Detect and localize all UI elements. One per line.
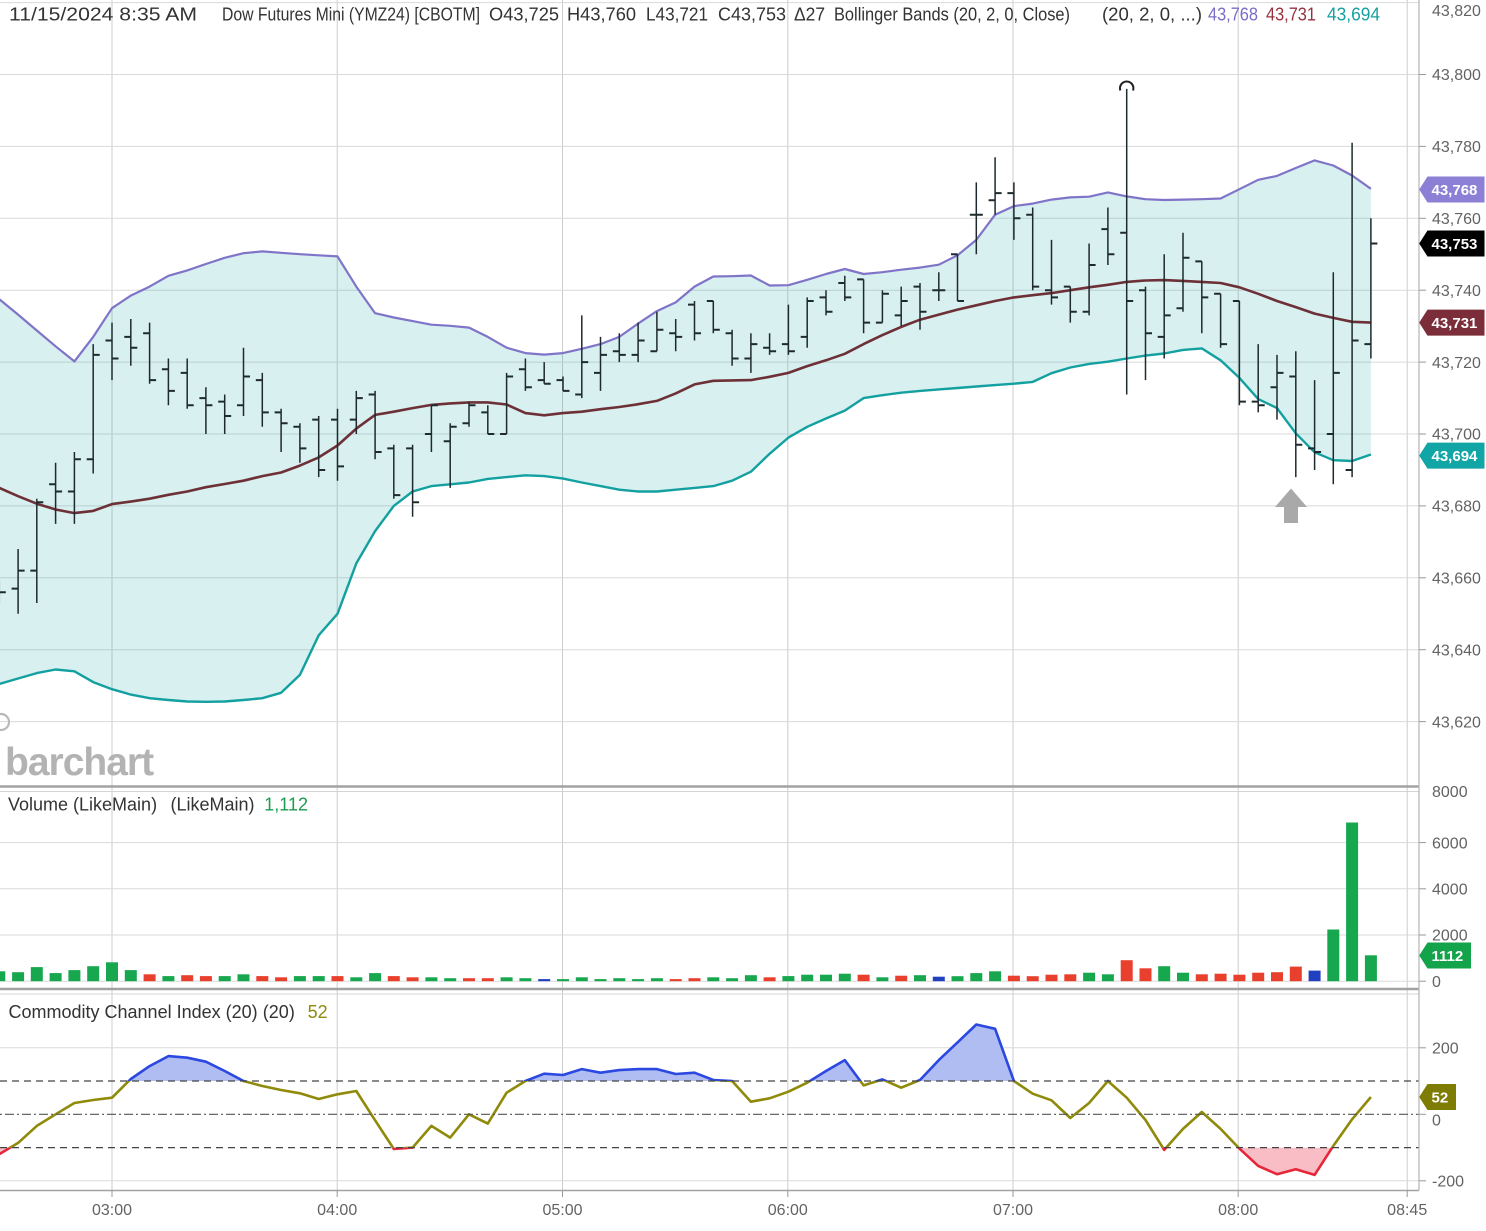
svg-text:43,640: 43,640 xyxy=(1432,642,1481,659)
svg-text:Commodity Channel Index (20)(2: Commodity Channel Index (20) (20) 52 xyxy=(9,1002,328,1022)
svg-text:43,753: 43,753 xyxy=(1432,236,1478,253)
svg-text:04:00: 04:00 xyxy=(317,1202,357,1219)
svg-text:200: 200 xyxy=(1432,1041,1459,1058)
svg-text:43,740: 43,740 xyxy=(1432,283,1481,300)
svg-text:07:00: 07:00 xyxy=(993,1202,1033,1219)
svg-text:06:00: 06:00 xyxy=(768,1202,808,1219)
svg-text:43,731: 43,731 xyxy=(1432,315,1478,332)
svg-text:05:00: 05:00 xyxy=(542,1202,582,1219)
svg-text:43,700: 43,700 xyxy=(1432,427,1481,444)
svg-text:43,780: 43,780 xyxy=(1432,139,1481,156)
svg-text:4000: 4000 xyxy=(1432,882,1468,899)
svg-text:03:00: 03:00 xyxy=(92,1202,132,1219)
svg-text:-200: -200 xyxy=(1432,1174,1464,1191)
svg-text:43,820: 43,820 xyxy=(1432,3,1481,20)
svg-text:1112: 1112 xyxy=(1432,948,1464,965)
svg-text:43,768: 43,768 xyxy=(1432,182,1478,199)
svg-text:2000: 2000 xyxy=(1432,928,1468,945)
svg-text:43,660: 43,660 xyxy=(1432,571,1481,588)
svg-text:43,800: 43,800 xyxy=(1432,67,1481,84)
svg-text:8000: 8000 xyxy=(1432,784,1468,801)
svg-text:43,720: 43,720 xyxy=(1432,355,1481,372)
svg-text:43,620: 43,620 xyxy=(1432,714,1481,731)
svg-text:0: 0 xyxy=(1432,1112,1441,1129)
svg-text:6000: 6000 xyxy=(1432,835,1468,852)
svg-text:barchart: barchart xyxy=(5,741,154,784)
svg-text:0: 0 xyxy=(1432,974,1441,991)
svg-text:52: 52 xyxy=(1432,1089,1449,1106)
svg-text:08:00: 08:00 xyxy=(1218,1202,1258,1219)
svg-text:43,680: 43,680 xyxy=(1432,499,1481,516)
svg-text:43,694: 43,694 xyxy=(1432,448,1479,465)
svg-text:08:45: 08:45 xyxy=(1387,1202,1427,1219)
svg-text:43,760: 43,760 xyxy=(1432,211,1481,228)
